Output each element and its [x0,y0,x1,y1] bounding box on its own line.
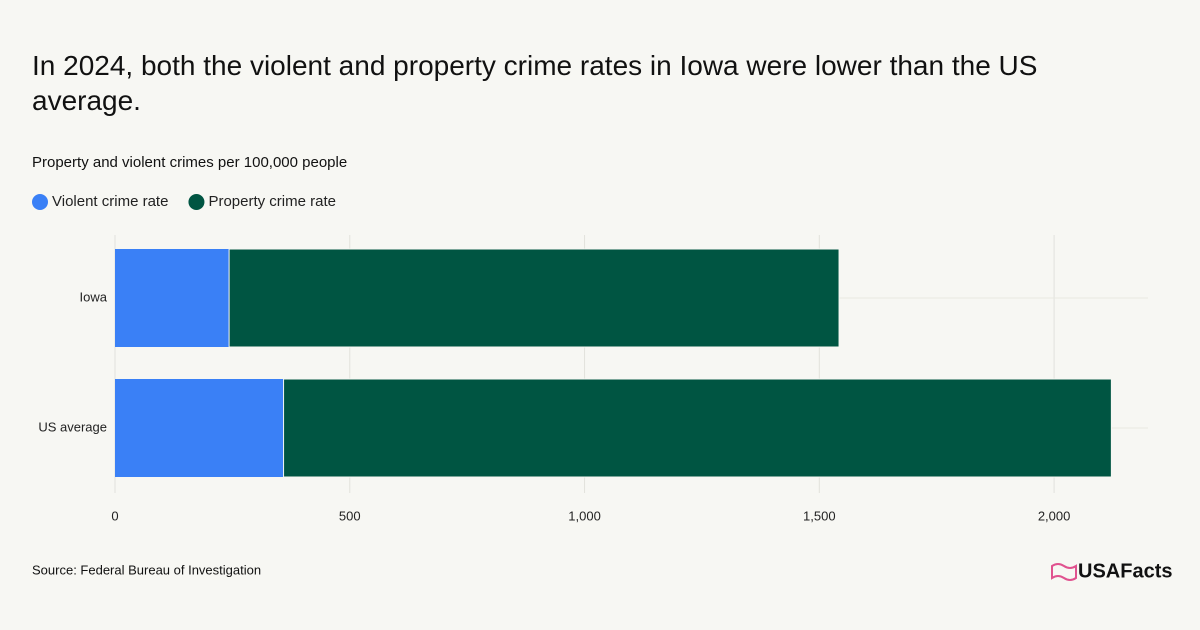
legend-swatch [188,194,205,210]
bar-segment [115,249,230,347]
legend-label: Property crime rate [208,193,336,210]
x-tick-label: 500 [339,508,361,523]
y-tick-label: US average [38,419,107,434]
chart-subtitle: Property and violent crimes per 100,000 … [32,154,347,171]
y-tick-label: Iowa [80,289,108,304]
x-tick-label: 1,000 [568,508,601,523]
x-tick-label: 2,000 [1038,508,1071,523]
x-tick-label: 0 [111,508,118,523]
bar-segment [228,248,840,348]
legend-swatch [32,194,48,210]
legend-label: Violent crime rate [52,193,168,210]
logo: USAFacts [1078,560,1172,582]
chart-title: In 2024, both the violent and property c… [32,50,1037,116]
bar-segment [115,379,284,477]
x-tick-label: 1,500 [803,508,836,523]
logo-icon [1051,563,1077,581]
bar-segment [283,378,1112,478]
source: Source: Federal Bureau of Investigation [32,562,261,577]
